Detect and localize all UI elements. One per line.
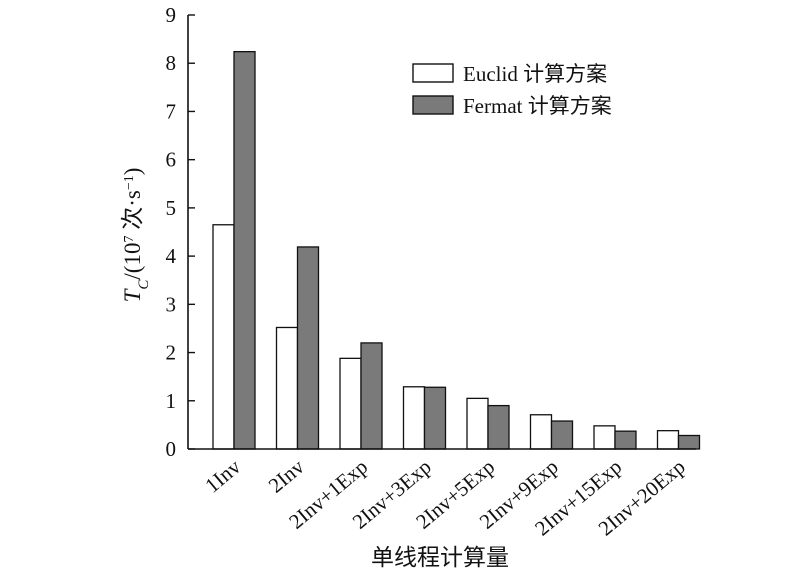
bar-euclid bbox=[593, 425, 616, 450]
y-axis-title-symbol: T bbox=[120, 287, 145, 302]
y-tick-label: 3 bbox=[166, 292, 177, 316]
y-axis-title-prefix: /(10 bbox=[120, 243, 145, 280]
axes-group bbox=[187, 15, 696, 450]
bar-euclid bbox=[212, 224, 235, 450]
bar-euclid bbox=[275, 326, 299, 450]
y-tick-label: 6 bbox=[166, 148, 177, 172]
bar-fermat bbox=[233, 50, 256, 450]
y-axis-title: TC/(107 次·s−1) bbox=[120, 168, 152, 303]
x-ticks-group: 1Inv 2Inv2Inv+1Exp2Inv+3Exp2Inv+5Exp2Inv+… bbox=[200, 454, 689, 540]
x-tick-label: 2Inv bbox=[264, 454, 309, 497]
bar-fermat bbox=[487, 404, 510, 450]
bar-euclid bbox=[339, 357, 362, 450]
y-tick-label: 7 bbox=[166, 99, 177, 123]
y-ticks-group: 0 1 2 3 4 5 6 7 8 9 bbox=[166, 3, 195, 461]
y-tick-label: 0 bbox=[166, 437, 177, 461]
x-axis-title: 单线程计算量 bbox=[371, 545, 509, 570]
bar-fermat bbox=[550, 420, 574, 450]
y-axis-title-exponent: 7 bbox=[122, 236, 137, 243]
bar-euclid bbox=[529, 414, 553, 450]
bar-euclid bbox=[466, 397, 489, 450]
x-tick-label: 1Inv bbox=[200, 454, 245, 497]
y-tick-label: 9 bbox=[166, 3, 177, 27]
y-axis-title-unit-exponent: −1 bbox=[122, 175, 137, 190]
y-tick-label: 2 bbox=[166, 341, 177, 365]
y-tick-label: 8 bbox=[166, 51, 177, 75]
y-tick-label: 5 bbox=[166, 196, 177, 220]
legend-swatch-fermat bbox=[412, 95, 454, 115]
bar-fermat bbox=[360, 342, 383, 450]
y-tick-label: 1 bbox=[166, 389, 177, 413]
bars-group bbox=[212, 50, 701, 450]
bar-fermat bbox=[677, 434, 701, 450]
legend-swatch-euclid bbox=[412, 63, 454, 83]
legend-label-euclid: Euclid 计算方案 bbox=[463, 62, 607, 86]
y-axis-title-suffix: ) bbox=[120, 168, 145, 176]
legend-label-fermat: Fermat 计算方案 bbox=[463, 94, 612, 118]
bar-euclid bbox=[402, 386, 426, 450]
y-axis-title-unit: 次·s bbox=[120, 190, 145, 235]
bar-euclid bbox=[656, 430, 680, 450]
bar-fermat bbox=[614, 430, 637, 450]
legend: Euclid 计算方案 Fermat 计算方案 bbox=[412, 62, 612, 118]
y-axis-title-subscript: C bbox=[136, 279, 152, 290]
y-tick-label: 4 bbox=[166, 244, 177, 268]
bar-fermat bbox=[296, 246, 320, 450]
bar-fermat bbox=[423, 386, 447, 450]
